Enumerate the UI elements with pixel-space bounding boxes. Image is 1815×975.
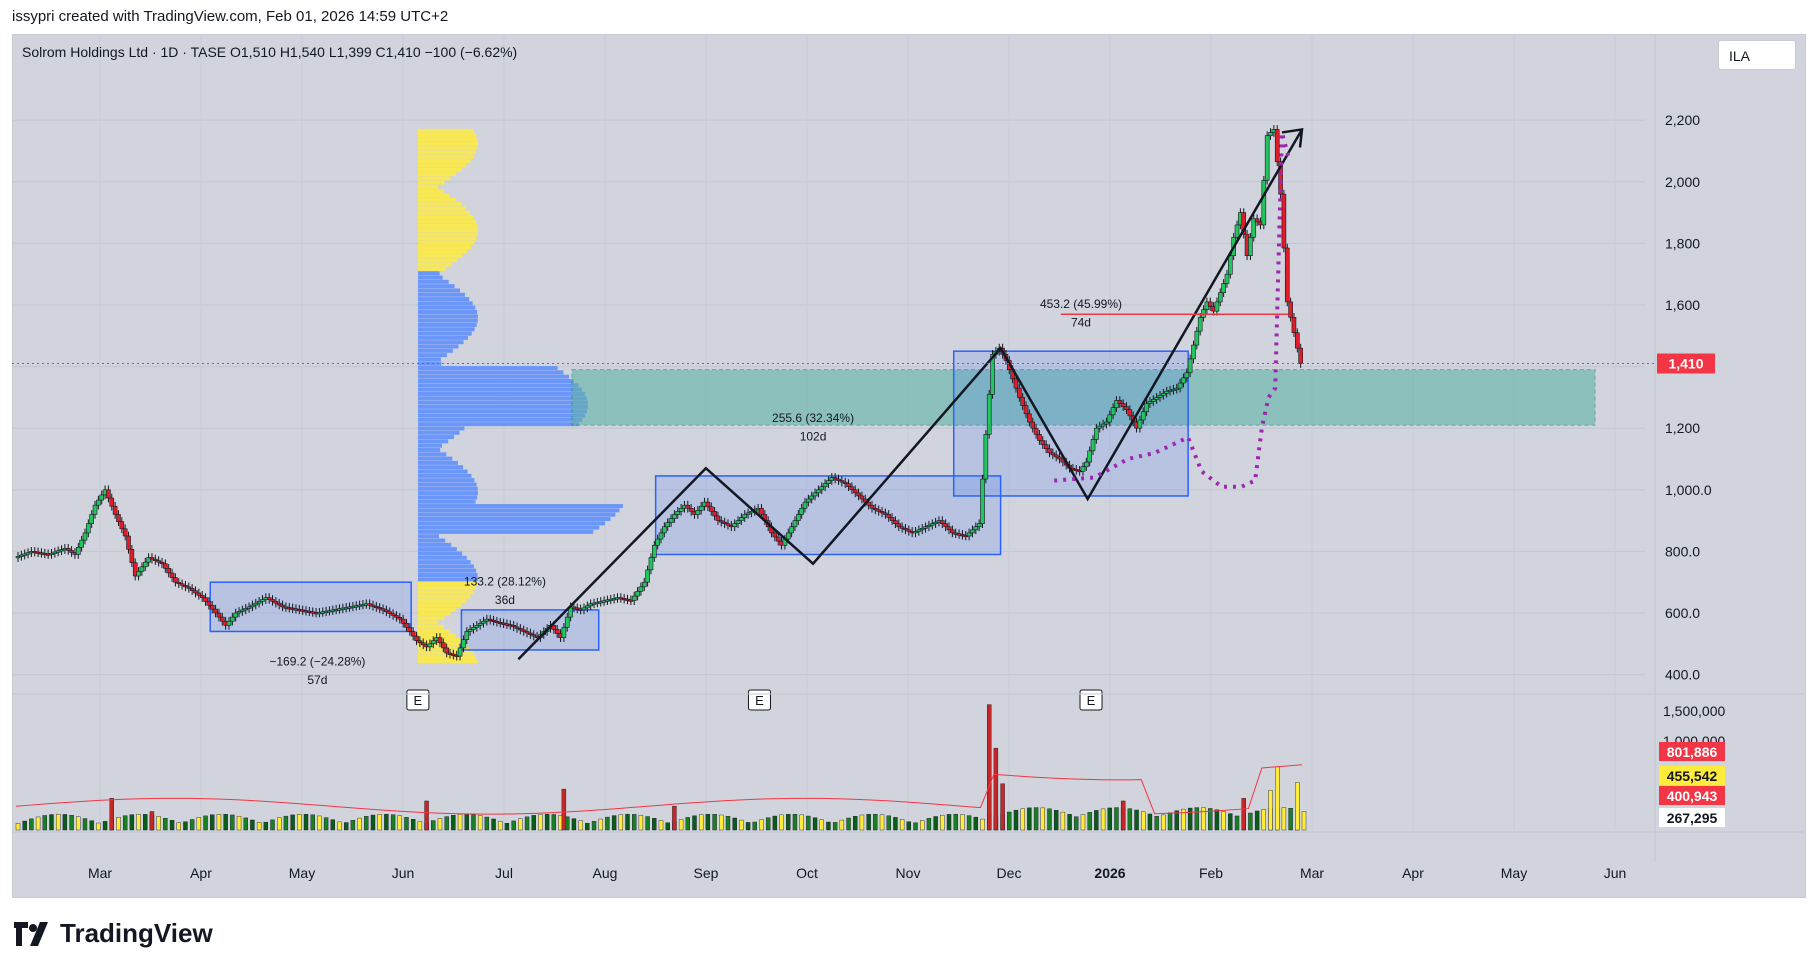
- tradingview-brand: TradingView: [14, 918, 213, 949]
- tradingview-logo-icon: [14, 921, 48, 946]
- symbol-info-line: Solrom Holdings Ltd · 1D · TASE O1,510 H…: [22, 44, 518, 60]
- attribution-text: issypri created with TradingView.com, Fe…: [12, 8, 449, 25]
- currency-selector[interactable]: ILA: [1718, 40, 1796, 70]
- chart-area[interactable]: [12, 34, 1806, 898]
- brand-label: TradingView: [60, 918, 213, 948]
